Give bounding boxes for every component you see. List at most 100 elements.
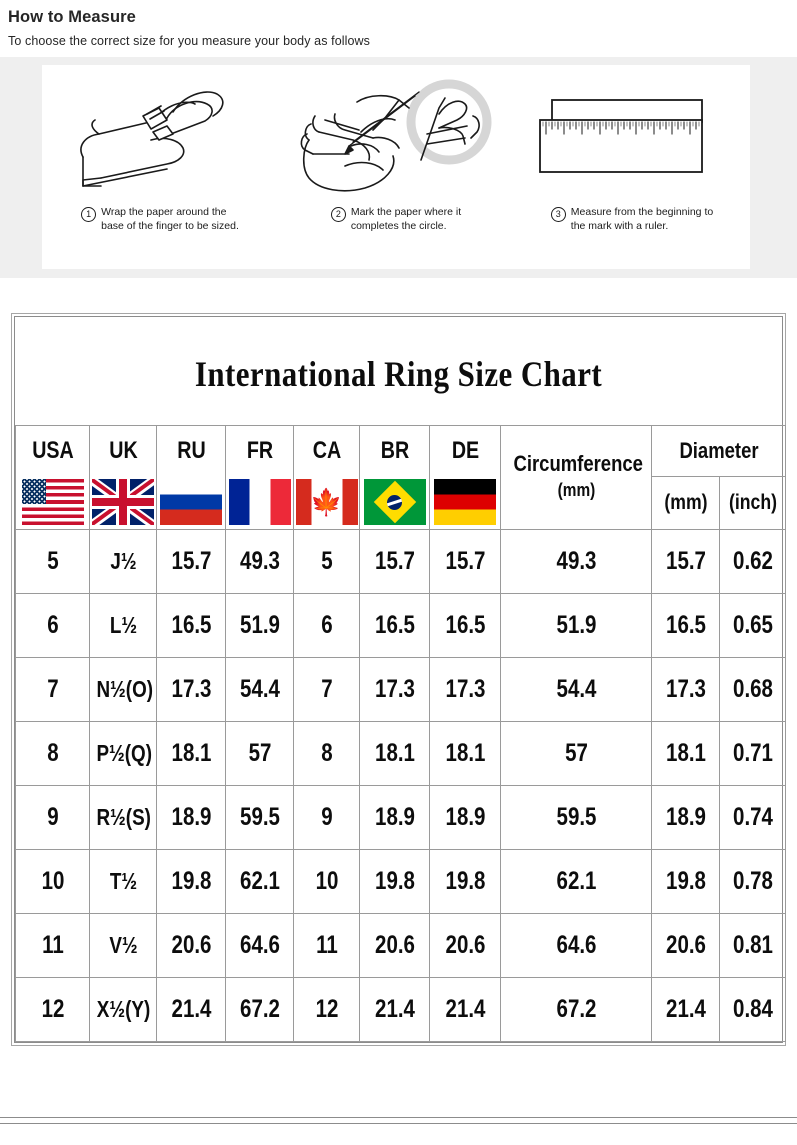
cell-diameter-inch: 0.65 <box>725 592 780 658</box>
table-row: 6 L½ 16.5 51.9 6 16.5 16.5 51.9 16.5 0.6… <box>16 592 786 658</box>
cell-diameter-inch: 0.74 <box>725 784 780 850</box>
table-header-flags: 🍁 (mm) (inch) <box>15 476 786 530</box>
cell-usa: 6 <box>21 592 84 658</box>
cell-uk: L½ <box>95 592 151 658</box>
cell-diameter-mm: 18.9 <box>657 784 714 850</box>
cell-br: 15.7 <box>365 528 424 594</box>
cell-br: 18.1 <box>365 720 424 786</box>
flag-cell-br <box>359 476 430 530</box>
header-circumference-unit: (mm) <box>557 479 595 501</box>
cell-fr: 49.3 <box>231 528 288 594</box>
step-2-line-1: Mark the paper where it <box>350 206 462 218</box>
cell-de: 18.1 <box>435 720 495 786</box>
cell-diameter-mm: 18.1 <box>657 720 714 786</box>
cell-uk: X½(Y) <box>95 976 151 1042</box>
ring-size-chart-panel: International Ring Size Chart USA UK RU … <box>11 313 786 1046</box>
cell-ru: 16.5 <box>162 592 220 658</box>
ring-size-table-body: 5 J½ 15.7 49.3 5 15.7 15.7 49.3 15.7 0.6… <box>16 528 786 1042</box>
page-title: How to Measure <box>8 8 136 26</box>
cell-diameter-mm: 16.5 <box>657 592 714 658</box>
cell-ru: 18.1 <box>162 720 220 786</box>
header-ca: CA <box>299 425 354 476</box>
cell-diameter-inch: 0.68 <box>725 656 780 722</box>
table-row: 5 J½ 15.7 49.3 5 15.7 15.7 49.3 15.7 0.6… <box>16 528 786 594</box>
flag-cell-usa <box>15 476 90 530</box>
cell-fr: 67.2 <box>231 976 288 1042</box>
cell-uk: T½ <box>95 848 151 914</box>
step-2: 2 Mark the paper where it completes the … <box>278 65 514 269</box>
steps-panel: 1 Wrap the paper around the base of the … <box>42 65 750 269</box>
step-3-line-1: Measure from the beginning to <box>570 206 714 218</box>
cell-ru: 19.8 <box>162 848 220 914</box>
cell-circumference-mm: 64.6 <box>513 912 639 978</box>
table-row: 9 R½(S) 18.9 59.5 9 18.9 18.9 59.5 18.9 … <box>16 784 786 850</box>
cell-usa: 5 <box>21 528 84 594</box>
cell-ca: 7 <box>299 656 354 722</box>
step-1-line-1: Wrap the paper around the <box>101 206 227 218</box>
cell-br: 19.8 <box>365 848 424 914</box>
table-row: 12 X½(Y) 21.4 67.2 12 21.4 21.4 67.2 21.… <box>16 976 786 1042</box>
cell-ca: 9 <box>299 784 354 850</box>
footer-divider-bottom <box>0 1123 797 1124</box>
cell-de: 21.4 <box>435 976 495 1042</box>
cell-fr: 59.5 <box>231 784 288 850</box>
table-row: 11 V½ 20.6 64.6 11 20.6 20.6 64.6 20.6 0… <box>16 912 786 978</box>
cell-ca: 6 <box>299 592 354 658</box>
cell-circumference-mm: 59.5 <box>513 784 639 850</box>
ring-size-chart-inner: International Ring Size Chart USA UK RU … <box>14 316 783 1043</box>
cell-circumference-mm: 54.4 <box>513 656 639 722</box>
cell-fr: 57 <box>231 720 288 786</box>
step-3: 3 Measure from the beginning to the mark… <box>514 65 750 269</box>
header-fr: FR <box>231 425 288 476</box>
cell-de: 20.6 <box>435 912 495 978</box>
cell-diameter-mm: 19.8 <box>657 848 714 914</box>
cell-ca: 5 <box>299 528 354 594</box>
cell-de: 16.5 <box>435 592 495 658</box>
ring-size-table: USA UK RU FR CA BR DE Circumference (mm)… <box>15 425 786 1042</box>
flag-germany-icon <box>434 479 496 526</box>
cell-de: 17.3 <box>435 656 495 722</box>
cell-diameter-inch: 0.84 <box>725 976 780 1042</box>
cell-diameter-inch: 0.62 <box>725 528 780 594</box>
cell-diameter-inch: 0.78 <box>725 848 780 914</box>
flag-brazil-icon <box>363 479 426 526</box>
how-to-measure-band: 1 Wrap the paper around the base of the … <box>0 57 797 278</box>
cell-br: 20.6 <box>365 912 424 978</box>
flag-usa-icon <box>21 479 84 526</box>
step-number-2: 2 <box>330 207 346 222</box>
cell-uk: V½ <box>95 912 151 978</box>
header-diameter-inch: (inch) <box>724 476 781 530</box>
step-2-line-2: completes the circle. <box>350 219 447 232</box>
flag-cell-ru <box>156 476 226 530</box>
hand-with-paper-strip-icon <box>42 71 278 206</box>
flag-france-icon <box>228 479 291 526</box>
header-ru: RU <box>162 425 220 476</box>
cell-uk: J½ <box>95 528 151 594</box>
header-br: BR <box>365 425 424 476</box>
step-number-1: 1 <box>81 207 97 222</box>
step-1: 1 Wrap the paper around the base of the … <box>42 65 278 269</box>
cell-ca: 12 <box>299 976 354 1042</box>
cell-uk: R½(S) <box>95 784 151 850</box>
step-3-line-2: the mark with a ruler. <box>570 219 669 232</box>
header-circumference: Circumference (mm) <box>512 425 642 530</box>
cell-diameter-mm: 20.6 <box>657 912 714 978</box>
cell-ru: 18.9 <box>162 784 220 850</box>
cell-diameter-inch: 0.71 <box>725 720 780 786</box>
cell-diameter-inch: 0.81 <box>725 912 780 978</box>
chart-title: International Ring Size Chart <box>194 354 603 394</box>
header-diameter: Diameter <box>661 425 776 477</box>
header-diameter-mm: (mm) <box>656 476 715 530</box>
cell-fr: 62.1 <box>231 848 288 914</box>
cell-fr: 64.6 <box>231 912 288 978</box>
cell-usa: 10 <box>21 848 84 914</box>
cell-fr: 54.4 <box>231 656 288 722</box>
cell-br: 18.9 <box>365 784 424 850</box>
cell-ru: 21.4 <box>162 976 220 1042</box>
table-row: 8 P½(Q) 18.1 57 8 18.1 18.1 57 18.1 0.71 <box>16 720 786 786</box>
cell-ru: 20.6 <box>162 912 220 978</box>
cell-ca: 8 <box>299 720 354 786</box>
cell-fr: 51.9 <box>231 592 288 658</box>
cell-usa: 7 <box>21 656 84 722</box>
cell-br: 16.5 <box>365 592 424 658</box>
